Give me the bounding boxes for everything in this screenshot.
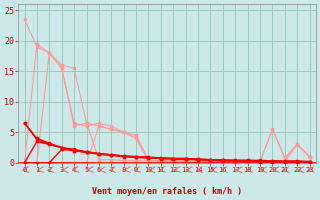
X-axis label: Vent moyen/en rafales ( km/h ): Vent moyen/en rafales ( km/h ) [92,187,242,196]
